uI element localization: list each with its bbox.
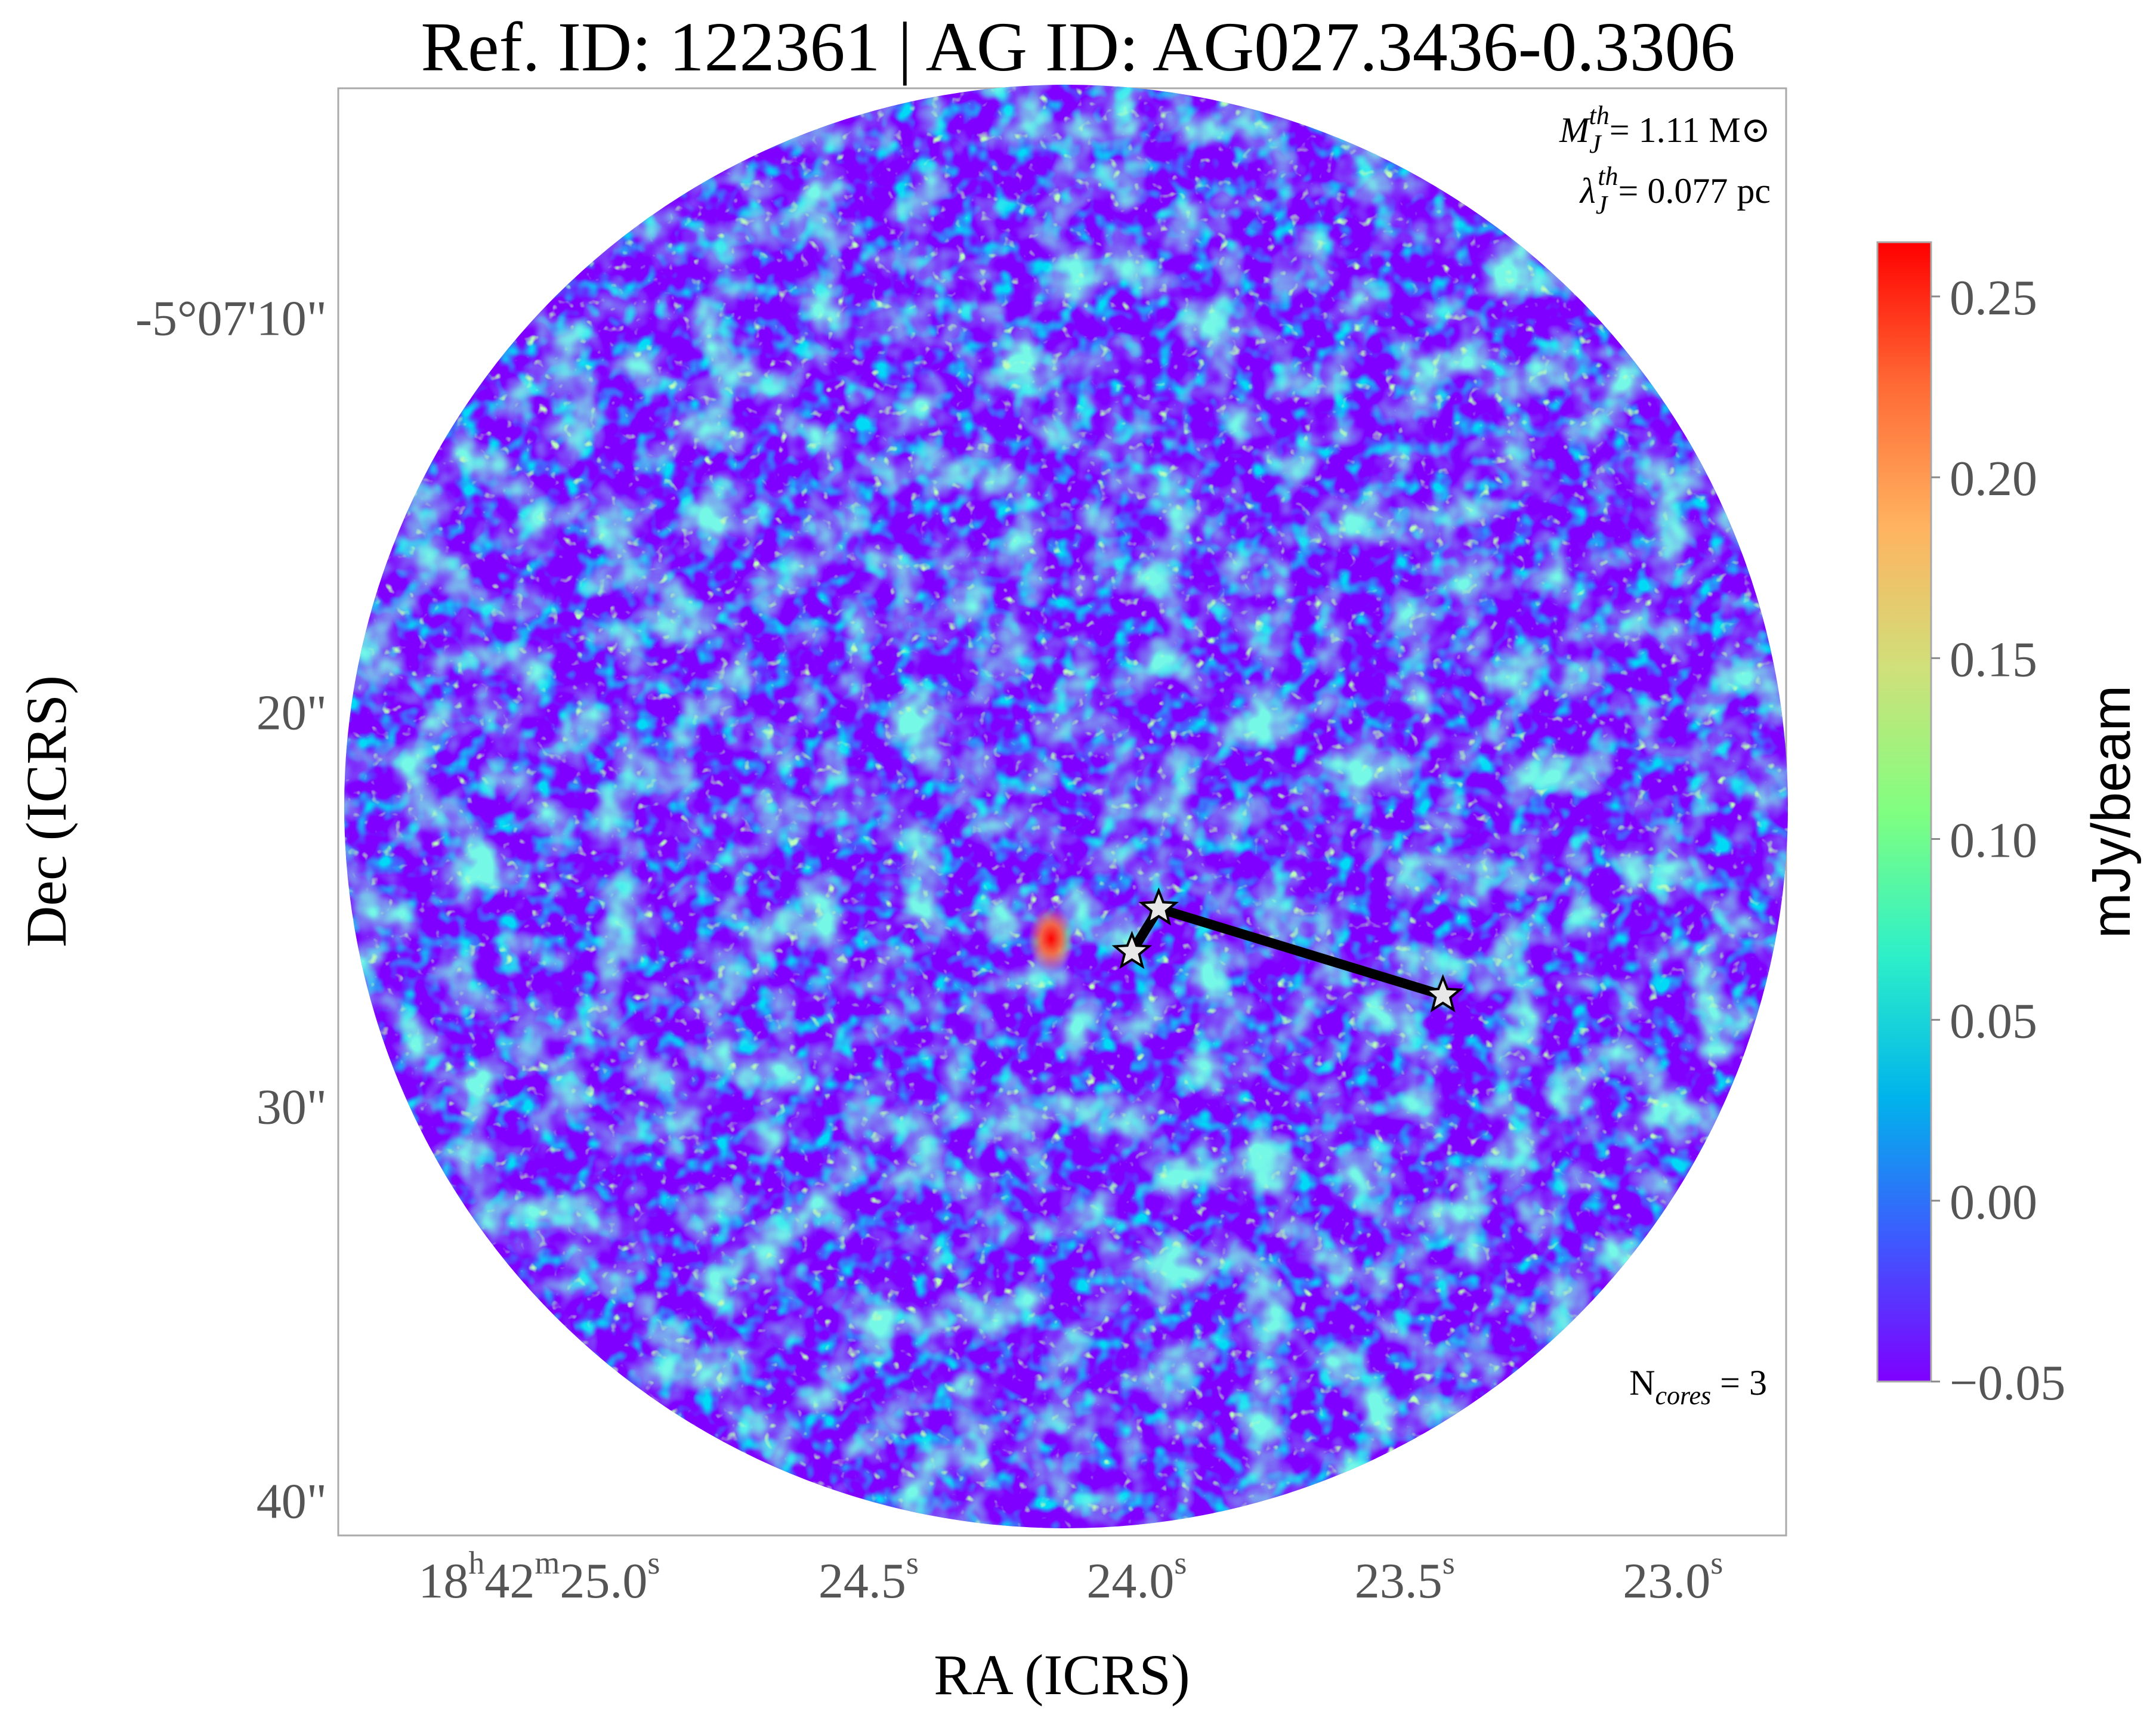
colorbar-ticks: 0.25 0.20 0.15 0.10 0.05 0.00 −0.05 bbox=[1931, 270, 2065, 1411]
colorbar-tick-label: −0.05 bbox=[1950, 1355, 2065, 1411]
x-tick-label: 23.0s bbox=[1623, 1545, 1723, 1609]
x-tick-label: 24.5s bbox=[818, 1545, 919, 1609]
jeans-length-superscript: th bbox=[1598, 162, 1618, 191]
x-tick-label: 18h42m25.0s bbox=[418, 1545, 660, 1609]
core-star-marker bbox=[1111, 931, 1153, 969]
mst-edge bbox=[1154, 903, 1448, 1000]
jeans-length-symbol: λ bbox=[1579, 171, 1596, 211]
central-emission-peak bbox=[1028, 906, 1074, 972]
annotations: MJth= 1.11 M⊙ λJth= 0.077 pc Ncores = 3 bbox=[1559, 101, 1771, 1410]
x-axis-label: RA (ICRS) bbox=[934, 1643, 1190, 1707]
map-noise-high bbox=[344, 85, 1788, 1528]
colorbar-tick-label: 0.10 bbox=[1950, 812, 2037, 868]
colorbar-tick-label: 0.15 bbox=[1950, 632, 2037, 687]
jeans-mass-annotation: MJth= 1.11 M⊙ bbox=[1559, 101, 1771, 159]
colorbar-tick-label: 0.00 bbox=[1950, 1175, 2037, 1230]
ncores-value: = 3 bbox=[1711, 1363, 1767, 1402]
jeans-mass-value: = 1.11 M⊙ bbox=[1610, 110, 1771, 150]
core-star-marker bbox=[1138, 887, 1179, 926]
jeans-length-value: = 0.077 pc bbox=[1618, 171, 1771, 211]
ncores-annotation: Ncores = 3 bbox=[1629, 1363, 1767, 1410]
colorbar-label: mJy/beam bbox=[2081, 685, 2142, 938]
core-star-marker bbox=[1422, 974, 1463, 1013]
emission-map bbox=[344, 85, 1788, 1528]
y-tick-label: 20" bbox=[257, 685, 327, 740]
colorbar-tick-label: 0.25 bbox=[1950, 270, 2037, 326]
core-layer bbox=[1111, 887, 1463, 1013]
colorbar-tick-label: 0.05 bbox=[1950, 994, 2037, 1049]
x-tick-label: 24.0s bbox=[1086, 1545, 1187, 1609]
jeans-length-subscript: J bbox=[1596, 190, 1609, 220]
ncores-subscript: cores bbox=[1655, 1381, 1711, 1410]
y-tick-label: 30" bbox=[257, 1079, 327, 1135]
y-axis-ticks: -5°07'10" 20" 30" 40" bbox=[135, 291, 327, 1529]
y-tick-label: 40" bbox=[257, 1474, 327, 1529]
y-axis-label: Dec (ICRS) bbox=[14, 675, 78, 947]
jeans-mass-superscript: th bbox=[1589, 101, 1610, 130]
x-tick-label: 23.5s bbox=[1355, 1545, 1455, 1609]
jeans-mass-symbol: M bbox=[1559, 110, 1591, 150]
jeans-length-annotation: λJth= 0.077 pc bbox=[1579, 162, 1771, 220]
colorbar-gradient bbox=[1876, 241, 1932, 1383]
ncores-symbol: N bbox=[1629, 1363, 1655, 1402]
y-tick-label: -5°07'10" bbox=[135, 291, 327, 346]
plot-area bbox=[337, 85, 1788, 1537]
chart-title: Ref. ID: 122361 | AG ID: AG027.3436-0.33… bbox=[421, 8, 1735, 86]
x-axis-ticks: 18h42m25.0s 24.5s 24.0s 23.5s 23.0s bbox=[418, 1545, 1723, 1609]
colorbar: 0.25 0.20 0.15 0.10 0.05 0.00 −0.05 mJy/beam bbox=[1876, 241, 2142, 1411]
colorbar-tick-label: 0.20 bbox=[1950, 451, 2037, 506]
jeans-mass-subscript: J bbox=[1589, 129, 1602, 159]
